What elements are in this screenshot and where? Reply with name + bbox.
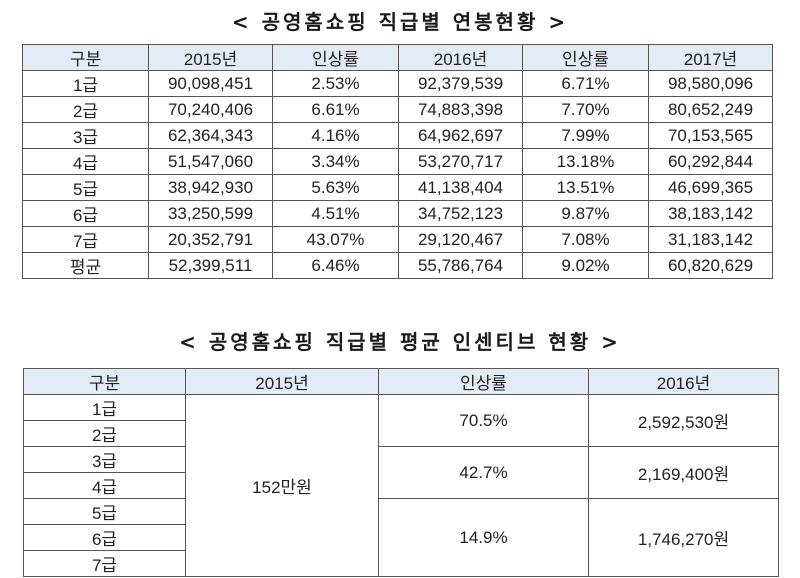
- table-row: 6급 33,250,599 4.51% 34,752,123 9.87% 38,…: [22, 200, 773, 227]
- header-2015: 2015년: [148, 44, 273, 71]
- rate-cell: 9.02%: [522, 252, 649, 279]
- grade-cell: 3급: [23, 446, 186, 473]
- salary-2017-cell: 46,699,365: [648, 174, 773, 201]
- salary-table: 구분 2015년 인상률 2016년 인상률 2017년 1급 90,098,4…: [22, 44, 773, 279]
- grade-cell: 1급: [22, 70, 149, 97]
- table-row: 5급 14.9% 1,746,270원: [23, 498, 779, 577]
- salary-2017-cell: 31,183,142: [648, 226, 773, 253]
- salary-table-title: < 공영홈쇼핑 직급별 연봉현황 >: [231, 10, 569, 34]
- rate-cell: 4.16%: [272, 122, 399, 149]
- salary-2017-cell: 70,153,565: [648, 122, 773, 149]
- salary-2016-cell: 41,138,404: [398, 174, 523, 201]
- rate-cell: 3.34%: [272, 148, 399, 175]
- salary-2015-cell: 90,098,451: [148, 70, 273, 97]
- table-row: 1급 152만원 70.5% 2,592,530원: [23, 394, 779, 577]
- header-rate-2017: 인상률: [522, 44, 649, 71]
- header-rate-2016: 인상률: [272, 44, 399, 71]
- salary-2015-cell: 62,364,343: [148, 122, 273, 149]
- header-2016: 2016년: [398, 44, 523, 71]
- salary-2016-cell: 55,786,764: [398, 252, 523, 279]
- incentive-2016-cell: 1,746,270원: [588, 498, 779, 577]
- header-category: 구분: [22, 44, 149, 71]
- table-row: 2급: [23, 420, 779, 447]
- table-row: 2급 70,240,406 6.61% 74,883,398 7.70% 80,…: [22, 96, 773, 123]
- salary-2015-cell: 52,399,511: [148, 252, 273, 279]
- salary-2016-cell: 74,883,398: [398, 96, 523, 123]
- rate-cell: 7.08%: [522, 226, 649, 253]
- table-header-row: 구분 2015년 인상률 2016년: [23, 368, 779, 395]
- rate-cell: 13.18%: [522, 148, 649, 175]
- salary-2017-cell: 60,820,629: [648, 252, 773, 279]
- rate-cell: 43.07%: [272, 226, 399, 253]
- grade-cell: 2급: [22, 96, 149, 123]
- table-row: 3급 62,364,343 4.16% 64,962,697 7.99% 70,…: [22, 122, 773, 149]
- table-row: 7급: [23, 550, 779, 577]
- table-row: 4급: [23, 472, 779, 499]
- grade-cell: 6급: [22, 200, 149, 227]
- rate-cell: 2.53%: [272, 70, 399, 97]
- salary-2016-cell: 92,379,539: [398, 70, 523, 97]
- salary-2017-cell: 80,652,249: [648, 96, 773, 123]
- rate-cell: 42.7%: [378, 446, 589, 499]
- grade-cell: 5급: [23, 498, 186, 525]
- grade-cell: 5급: [22, 174, 149, 201]
- header-2017: 2017년: [648, 44, 773, 71]
- rate-cell: 13.51%: [522, 174, 649, 201]
- table-row: 5급 38,942,930 5.63% 41,138,404 13.51% 46…: [22, 174, 773, 201]
- salary-2015-cell: 70,240,406: [148, 96, 273, 123]
- table-row: 4급 51,547,060 3.34% 53,270,717 13.18% 60…: [22, 148, 773, 175]
- header-rate: 인상률: [378, 368, 589, 395]
- salary-2016-cell: 64,962,697: [398, 122, 523, 149]
- salary-2017-cell: 98,580,096: [648, 70, 773, 97]
- salary-2015-cell: 33,250,599: [148, 200, 273, 227]
- rate-cell: 6.46%: [272, 252, 399, 279]
- grade-cell: 평균: [22, 252, 149, 279]
- table-row: 7급 20,352,791 43.07% 29,120,467 7.08% 31…: [22, 226, 773, 253]
- rate-cell: 6.71%: [522, 70, 649, 97]
- rate-cell: 14.9%: [378, 498, 589, 577]
- incentive-table-title: < 공영홈쇼핑 직급별 평균 인센티브 현황 >: [179, 330, 621, 354]
- rate-cell: 4.51%: [272, 200, 399, 227]
- incentive-table: 구분 2015년 인상률 2016년 1급 152만원 70.5% 2,592,…: [23, 368, 779, 577]
- salary-2017-cell: 60,292,844: [648, 148, 773, 175]
- salary-2016-cell: 53,270,717: [398, 148, 523, 175]
- table-row: 1급 90,098,451 2.53% 92,379,539 6.71% 98,…: [22, 70, 773, 97]
- header-2016: 2016년: [588, 368, 779, 395]
- header-category: 구분: [23, 368, 186, 395]
- rate-cell: 9.87%: [522, 200, 649, 227]
- salary-2016-cell: 34,752,123: [398, 200, 523, 227]
- rate-cell: 6.61%: [272, 96, 399, 123]
- grade-cell: 7급: [22, 226, 149, 253]
- salary-2016-cell: 29,120,467: [398, 226, 523, 253]
- incentive-2016-cell: 2,592,530원: [588, 394, 779, 447]
- grade-cell: 4급: [23, 472, 186, 499]
- salary-2015-cell: 51,547,060: [148, 148, 273, 175]
- grade-cell: 7급: [23, 550, 186, 577]
- salary-2015-cell: 38,942,930: [148, 174, 273, 201]
- table-row: 3급 42.7% 2,169,400원: [23, 446, 779, 499]
- rate-cell: 70.5%: [378, 394, 589, 447]
- grade-cell: 1급: [23, 394, 186, 421]
- header-2015: 2015년: [185, 368, 379, 395]
- average-row: 평균 52,399,511 6.46% 55,786,764 9.02% 60,…: [22, 252, 773, 279]
- rate-cell: 7.99%: [522, 122, 649, 149]
- grade-cell: 6급: [23, 524, 186, 551]
- rate-cell: 7.70%: [522, 96, 649, 123]
- salary-2015-cell: 20,352,791: [148, 226, 273, 253]
- rate-cell: 5.63%: [272, 174, 399, 201]
- incentive-2015-cell: 152만원: [185, 394, 379, 577]
- incentive-2016-cell: 2,169,400원: [588, 446, 779, 499]
- table-header-row: 구분 2015년 인상률 2016년 인상률 2017년: [22, 44, 773, 71]
- salary-2017-cell: 38,183,142: [648, 200, 773, 227]
- grade-cell: 3급: [22, 122, 149, 149]
- grade-cell: 2급: [23, 420, 186, 447]
- grade-cell: 4급: [22, 148, 149, 175]
